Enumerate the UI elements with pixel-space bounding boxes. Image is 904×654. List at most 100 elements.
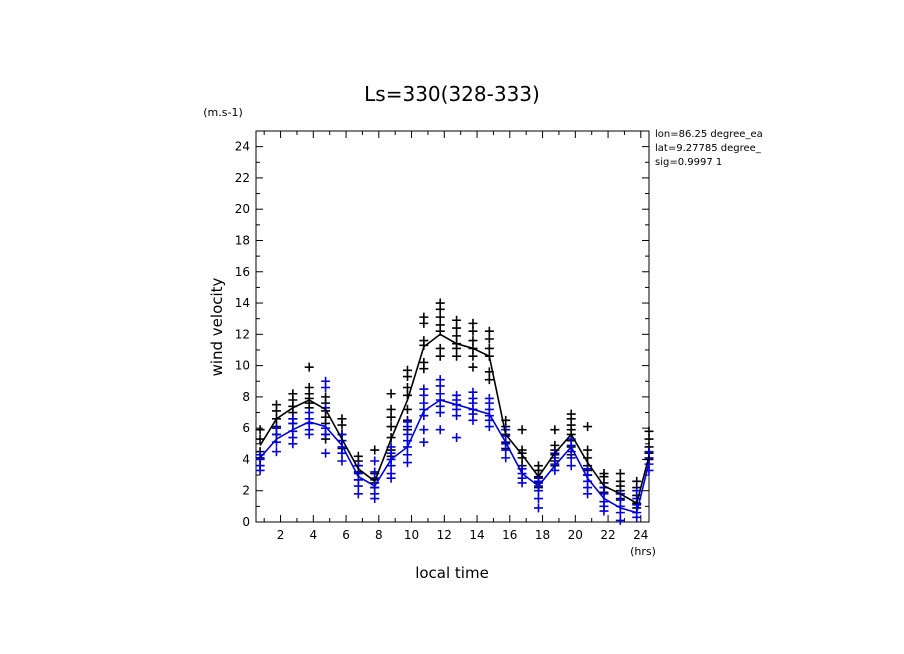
y-tick-label: 6 (242, 421, 250, 435)
scatter-point-blue (435, 408, 445, 418)
scatter-point-blue (402, 450, 412, 460)
scatter-point-blue (533, 486, 543, 496)
scatter-point-black (370, 445, 380, 455)
y-tick-label: 20 (235, 202, 250, 216)
scatter-point-blue (583, 489, 593, 499)
x-tick-label: 16 (502, 528, 517, 542)
scatter-point-black (583, 422, 593, 432)
scatter-point-black (484, 334, 494, 344)
y-tick-label: 10 (235, 359, 250, 373)
scatter-point-blue (435, 381, 445, 391)
scatter-point-blue (288, 418, 298, 428)
scatter-point-blue (533, 503, 543, 513)
scatter-point-black (452, 343, 462, 353)
scatter-point-blue (484, 422, 494, 432)
scatter-point-blue (566, 461, 576, 471)
scatter-point-black (468, 336, 478, 346)
scatter-point-black (386, 412, 396, 422)
scatter-point-black (304, 362, 314, 372)
series-line-blue (259, 399, 650, 514)
y-axis-label: wind velocity (208, 277, 226, 376)
scatter-point-blue (337, 456, 347, 466)
x-axis-label: local time (415, 564, 489, 582)
scatter-point-black (452, 351, 462, 361)
y-tick-label: 24 (235, 140, 250, 154)
scatter-point-blue (419, 390, 429, 400)
scatter-point-black (419, 364, 429, 374)
scatter-point-black (484, 343, 494, 353)
scatter-point-black (550, 425, 560, 435)
scatter-point-black (468, 318, 478, 328)
scatter-point-blue (288, 439, 298, 449)
scatter-point-black (435, 351, 445, 361)
plot-frame (255, 130, 650, 523)
scatter-point-blue (370, 456, 380, 466)
info-lon: lon=86.25 degree_ea (655, 129, 763, 140)
series-line-black (259, 333, 650, 505)
scatter-point-black (435, 312, 445, 322)
scatter-point-blue (304, 429, 314, 439)
scatter-point-blue (517, 478, 527, 488)
scatter-point-blue (419, 437, 429, 447)
scatter-point-blue (353, 489, 363, 499)
scatter-point-black (402, 372, 412, 382)
scatter-point-black (644, 426, 654, 436)
y-tick-label: 8 (242, 390, 250, 404)
scatter-point-black (517, 425, 527, 435)
scatter-point-black (468, 351, 478, 361)
scatter-point-black (402, 404, 412, 414)
scatter-point-black (337, 420, 347, 430)
x-unit-label: (hrs) (630, 545, 656, 558)
scatter-point-black (402, 382, 412, 392)
scatter-point-blue (402, 422, 412, 432)
y-tick-label: 16 (235, 265, 250, 279)
scatter-point-blue (566, 453, 576, 463)
x-tick-label: 18 (535, 528, 550, 542)
scatter-point-black (468, 362, 478, 372)
x-tick-label: 14 (469, 528, 484, 542)
scatter-point-black (386, 389, 396, 399)
scatter-point-black (386, 422, 396, 432)
scatter-point-black (452, 323, 462, 333)
scatter-point-blue (533, 494, 543, 504)
scatter-point-blue (452, 433, 462, 443)
scatter-point-blue (501, 445, 511, 455)
x-tick-label: 20 (568, 528, 583, 542)
scatter-point-blue (435, 425, 445, 435)
scatter-point-blue (321, 382, 331, 392)
x-tick-label: 8 (375, 528, 383, 542)
y-tick-label: 14 (235, 296, 250, 310)
x-tick-label: 10 (404, 528, 419, 542)
scatter-point-black (435, 343, 445, 353)
scatter-point-blue (271, 429, 281, 439)
scatter-point-blue (271, 447, 281, 457)
scatter-point-black (435, 304, 445, 314)
scatter-point-blue (599, 506, 609, 516)
scatter-point-black (644, 434, 654, 444)
info-sig: sig=0.9997 1 (655, 157, 722, 168)
scatter-point-blue (337, 448, 347, 458)
x-tick-label: 4 (309, 528, 317, 542)
y-tick-label: 2 (242, 484, 250, 498)
scatter-point-black (452, 315, 462, 325)
scatter-point-blue (615, 508, 625, 518)
x-tick-label: 2 (277, 528, 285, 542)
scatter-point-blue (501, 453, 511, 463)
y-tick-label: 12 (235, 327, 250, 341)
y-tick-label: 22 (235, 171, 250, 185)
scatter-point-black (615, 469, 625, 479)
scatter-point-black (419, 318, 429, 328)
scatter-point-blue (615, 515, 625, 525)
scatter-point-blue (386, 473, 396, 483)
scatter-point-black (452, 331, 462, 341)
y-tick-label: 0 (242, 515, 250, 529)
scatter-point-blue (452, 411, 462, 421)
scatter-point-black (468, 326, 478, 336)
scatter-point-blue (402, 458, 412, 468)
x-tick-label: 12 (437, 528, 452, 542)
scatter-point-black (484, 375, 494, 385)
scatter-point-black (583, 445, 593, 455)
scatter-point-black (484, 326, 494, 336)
y-tick-label: 4 (242, 452, 250, 466)
